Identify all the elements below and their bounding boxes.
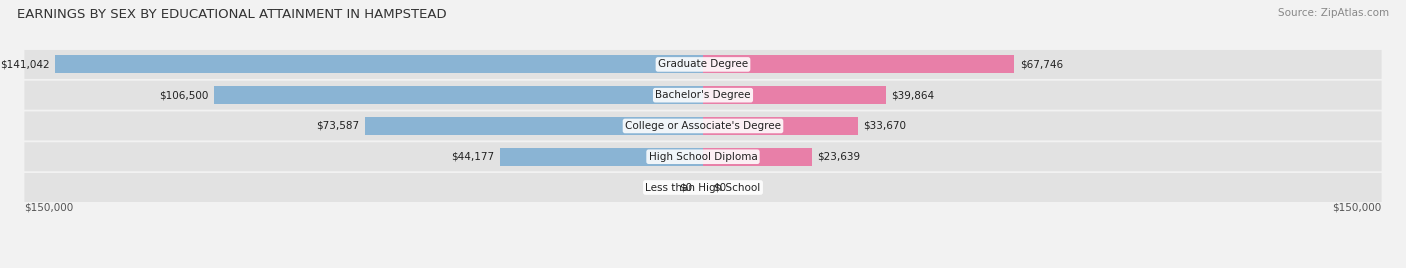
Text: Graduate Degree: Graduate Degree [658,59,748,69]
Text: $67,746: $67,746 [1019,59,1063,69]
Text: $150,000: $150,000 [24,203,73,213]
Text: $150,000: $150,000 [1333,203,1382,213]
Bar [501,148,703,166]
FancyBboxPatch shape [24,111,1382,140]
Text: College or Associate's Degree: College or Associate's Degree [626,121,780,131]
Text: $0: $0 [679,183,693,192]
Bar [703,117,858,135]
Text: $106,500: $106,500 [159,90,208,100]
FancyBboxPatch shape [24,50,1382,79]
Text: $23,639: $23,639 [817,152,860,162]
Text: $73,587: $73,587 [316,121,360,131]
Text: $0: $0 [713,183,727,192]
Bar [214,86,703,104]
Bar [703,148,811,166]
Text: Bachelor's Degree: Bachelor's Degree [655,90,751,100]
Text: Source: ZipAtlas.com: Source: ZipAtlas.com [1278,8,1389,18]
Text: Less than High School: Less than High School [645,183,761,192]
Bar [703,55,1014,73]
Text: High School Diploma: High School Diploma [648,152,758,162]
Text: EARNINGS BY SEX BY EDUCATIONAL ATTAINMENT IN HAMPSTEAD: EARNINGS BY SEX BY EDUCATIONAL ATTAINMEN… [17,8,447,21]
Text: $33,670: $33,670 [863,121,905,131]
FancyBboxPatch shape [24,81,1382,110]
Bar [703,86,886,104]
Text: $44,177: $44,177 [451,152,495,162]
Text: $141,042: $141,042 [0,59,49,69]
Bar [55,55,703,73]
Bar [366,117,703,135]
FancyBboxPatch shape [24,142,1382,171]
FancyBboxPatch shape [24,173,1382,202]
Text: $39,864: $39,864 [891,90,935,100]
